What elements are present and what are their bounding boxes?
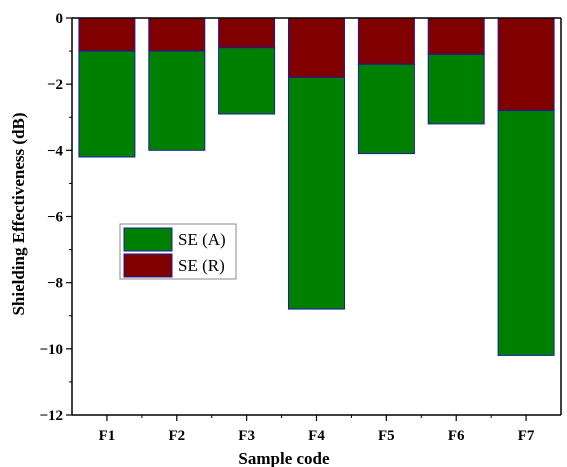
x-axis-label: Sample code [238,449,330,467]
bar-f4-se-r [288,17,345,78]
bar-f6-se-r [427,17,485,55]
bar-f3-se-a [218,47,276,115]
x-tick-label-f2: F2 [168,428,185,444]
legend-swatch-se-a [123,227,173,252]
x-tick-label-f4: F4 [308,428,325,444]
bar-f4-se-a [288,77,345,310]
bar-f2-se-r [148,17,206,52]
bar-f1-se-r [78,17,136,52]
x-tick-label-f1: F1 [99,428,116,444]
bar-f3-se-r [218,17,276,49]
x-tick-label-f5: F5 [378,428,395,444]
bar-f7-se-a [497,110,555,356]
x-tick-label-f3: F3 [238,428,255,444]
y-tick-label: −2 [47,77,63,93]
y-tick-label: −8 [47,276,63,292]
legend: SE (A) SE (R) [119,223,237,280]
bar-f5-se-a [357,63,415,155]
y-axis-label: Shielding Effectiveness (dB) [9,112,28,315]
bar-f6-se-a [427,53,485,125]
bar-f5-se-r [357,17,415,65]
bar-f2-se-a [148,50,206,151]
ticks-layer: 0 −2 −4 −6 −8 −10 −12 F1 F2 F3 F4 F5 F6 F7 [39,11,534,444]
y-tick-label: −10 [39,342,63,358]
legend-label-se-a: SE (A) [178,230,226,249]
y-tick-label: 0 [56,11,64,27]
bar-f1-se-a [78,50,136,158]
y-tick-label: −4 [47,143,64,159]
y-tick-label: −12 [39,408,63,424]
bar-f7-se-r [497,17,555,112]
legend-label-se-r: SE (R) [178,256,225,275]
y-tick-label: −6 [47,210,64,226]
legend-swatch-se-r [123,253,173,278]
x-tick-label-f7: F7 [518,428,535,444]
bars-layer [78,17,555,356]
x-tick-label-f6: F6 [448,428,465,444]
